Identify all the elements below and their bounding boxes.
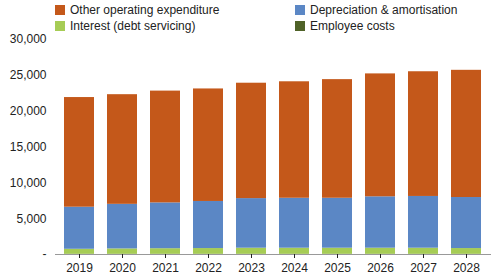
svg-text:15,000: 15,000 — [10, 140, 47, 154]
svg-text:10,000: 10,000 — [10, 176, 47, 190]
svg-text:30,000: 30,000 — [10, 33, 47, 46]
svg-text:2023: 2023 — [238, 261, 265, 275]
svg-text:2025: 2025 — [324, 261, 351, 275]
svg-text:2028: 2028 — [453, 261, 480, 275]
svg-text:20,000: 20,000 — [10, 104, 47, 118]
svg-text:2019: 2019 — [66, 261, 93, 275]
svg-text:25,000: 25,000 — [10, 68, 47, 82]
svg-text:2021: 2021 — [152, 261, 179, 275]
svg-text:2026: 2026 — [367, 261, 394, 275]
svg-text:-: - — [43, 247, 47, 261]
svg-text:2027: 2027 — [410, 261, 437, 275]
html-text:Employee costs: Employee costs — [310, 19, 395, 33]
svg-text:5,000: 5,000 — [16, 212, 46, 226]
svg-text:2024: 2024 — [281, 261, 308, 275]
html-text:Other operating expenditure: Other operating expenditure — [70, 3, 220, 17]
html-text:Interest (debt servicing): Interest (debt servicing) — [70, 19, 196, 33]
svg-text:2022: 2022 — [195, 261, 222, 275]
html-text:Depreciation & amortisation: Depreciation & amortisation — [310, 3, 458, 17]
svg-text:2020: 2020 — [109, 261, 136, 275]
